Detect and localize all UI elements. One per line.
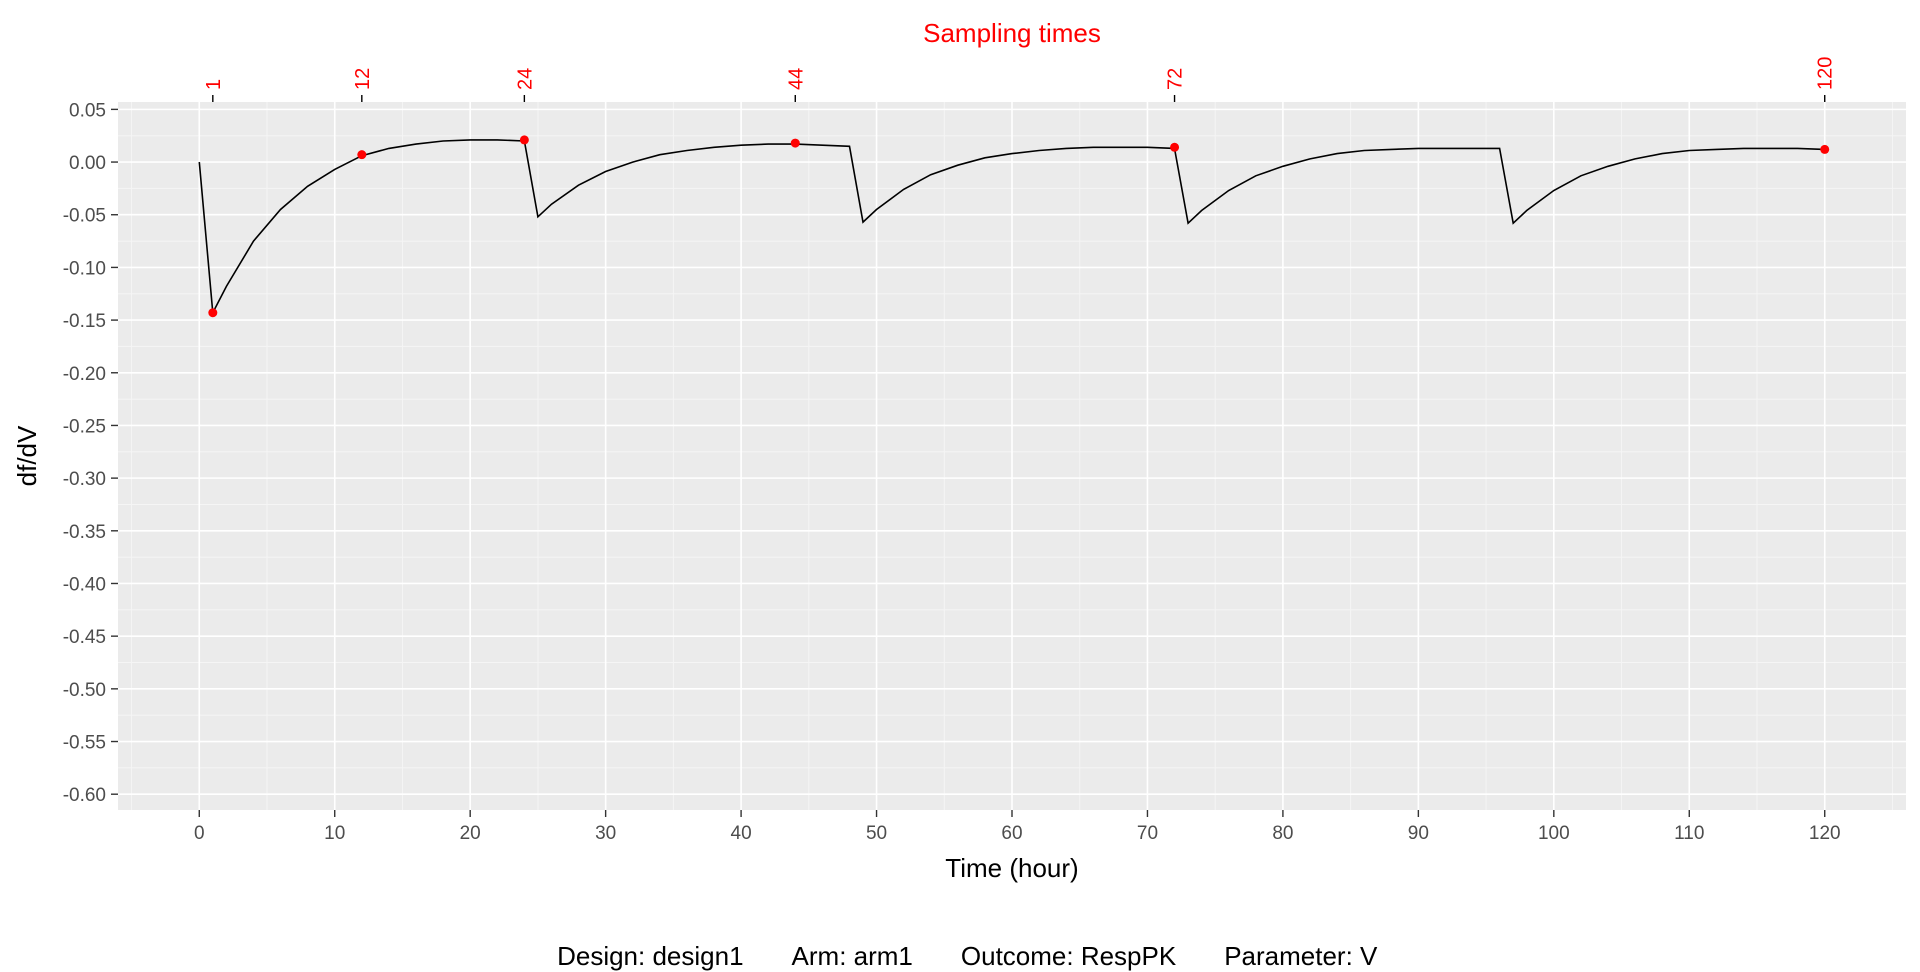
y-tick-label: -0.10 [63, 258, 106, 279]
x-tick-label: 90 [1408, 823, 1429, 844]
y-tick-label: -0.05 [63, 206, 106, 227]
caption-outcome: Outcome: RespPK [960, 941, 1177, 971]
y-axis-title: df/dV [12, 425, 42, 486]
y-tick-label: -0.25 [63, 416, 106, 437]
x-tick-label: 10 [324, 823, 345, 844]
x-axis: 0 10 20 30 40 50 60 70 80 90 100 110 120 [194, 810, 1841, 844]
plot-caption: Design: design1 Arm: arm1 Outcome: RespPK P… [0, 910, 1920, 972]
x-tick-label: 0 [194, 823, 205, 844]
sampling-time-label: 12 [352, 68, 374, 90]
x-tick-label: 110 [1674, 823, 1704, 844]
y-tick-label: -0.20 [63, 364, 106, 385]
x-tick-label: 80 [1272, 823, 1293, 844]
caption-parameter: Parameter: V [1224, 941, 1378, 971]
x-tick-label: 120 [1809, 823, 1841, 844]
x-tick-label: 100 [1538, 823, 1570, 844]
top-axis-title: Sampling times [923, 18, 1101, 48]
sampling-time-label: 44 [785, 68, 807, 90]
y-axis: 0.05 0.00 -0.05 -0.10 -0.15 -0.20 -0.25 -0.30 -0… [63, 100, 118, 806]
y-tick-label: -0.60 [63, 785, 106, 806]
sampling-point [519, 135, 529, 145]
sampling-times-axis: 1 12 24 44 72 120 [203, 57, 1837, 102]
sampling-point [357, 150, 367, 160]
sampling-points [208, 135, 1830, 318]
series-line [198, 139, 1825, 316]
x-axis-title: Time (hour) [945, 853, 1078, 883]
sampling-time-label: 72 [1165, 68, 1187, 90]
x-tick-label: 70 [1137, 823, 1158, 844]
y-tick-label: -0.45 [63, 627, 106, 648]
sampling-time-label: 24 [514, 68, 536, 90]
y-tick-label: -0.15 [63, 311, 106, 332]
sampling-point [208, 308, 218, 318]
major-gridlines [118, 102, 1906, 810]
caption-arm: Arm: arm1 [791, 941, 913, 971]
y-tick-label: -0.55 [63, 733, 106, 754]
sampling-point [790, 138, 800, 148]
x-tick-label: 40 [731, 823, 752, 844]
sampling-point [1170, 142, 1180, 152]
sampling-point [1820, 144, 1830, 154]
y-tick-label: 0.00 [69, 153, 106, 174]
x-tick-label: 30 [595, 823, 616, 844]
caption-design: Design: design1 [557, 941, 744, 971]
sampling-time-label: 1 [203, 79, 225, 90]
x-tick-label: 50 [866, 823, 887, 844]
sampling-time-label: 120 [1815, 57, 1837, 90]
y-tick-label: -0.35 [63, 522, 106, 543]
y-tick-label: -0.50 [63, 680, 106, 701]
y-tick-label: -0.40 [63, 574, 106, 595]
x-tick-label: 60 [1001, 823, 1022, 844]
x-tick-label: 20 [460, 823, 481, 844]
y-tick-label: -0.30 [63, 469, 106, 490]
y-tick-label: 0.05 [69, 100, 106, 121]
